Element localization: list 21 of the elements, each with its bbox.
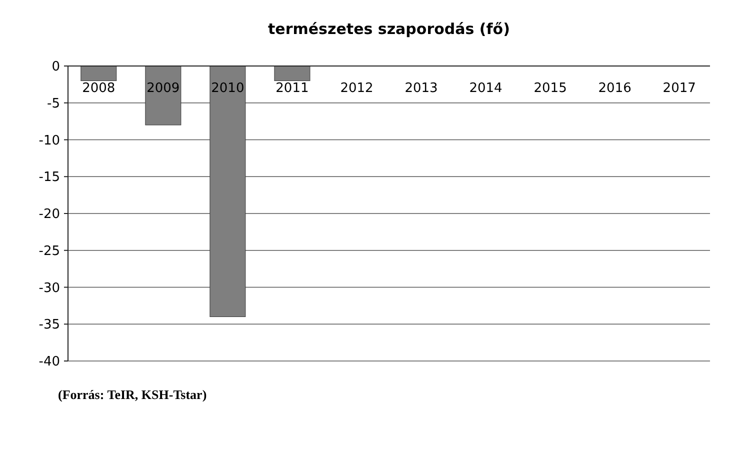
y-tick-label: -35 — [38, 318, 60, 333]
y-tick-label: -5 — [47, 96, 60, 112]
y-tick-label: 0 — [52, 60, 60, 75]
x-tick-label: 2016 — [598, 81, 632, 96]
y-tick-label: -40 — [38, 354, 60, 370]
y-tick-label: -30 — [38, 280, 60, 296]
x-tick-label: 2008 — [82, 81, 116, 96]
x-tick-label: 2017 — [662, 81, 696, 96]
x-tick-label: 2012 — [340, 81, 374, 96]
x-tick-label: 2015 — [534, 81, 567, 96]
x-tick-label: 2009 — [146, 81, 180, 96]
y-tick-label: -20 — [38, 207, 60, 222]
y-tick-label: -10 — [38, 133, 60, 148]
y-tick-label: -15 — [38, 170, 60, 186]
x-tick-label: 2014 — [469, 81, 502, 96]
chart-title: természetes szaporodás (fő) — [268, 20, 510, 38]
x-tick-label: 2011 — [276, 81, 309, 96]
x-tick-label: 2013 — [404, 81, 438, 96]
x-tick-label: 2010 — [211, 81, 244, 96]
text: (Forrás: TeIR, KSH-Tstar) — [58, 387, 207, 402]
y-tick-label: -25 — [38, 244, 60, 259]
